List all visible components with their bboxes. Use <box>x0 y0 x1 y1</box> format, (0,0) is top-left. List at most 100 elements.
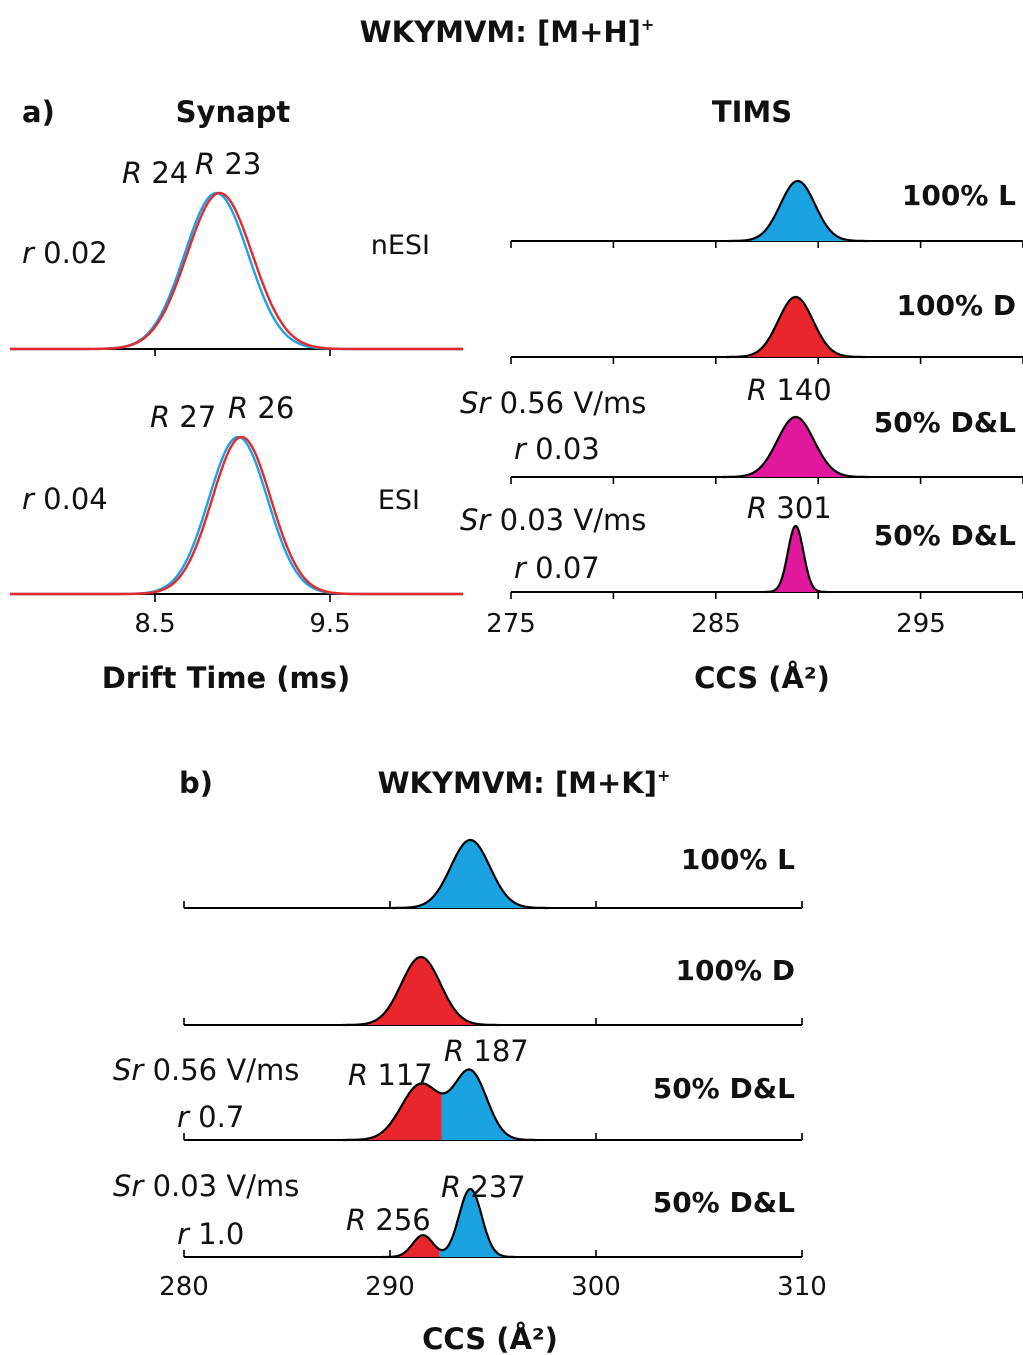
tims-a-row-label-2: 100% D <box>897 289 1017 322</box>
sr-symbol: Sr <box>113 1169 145 1203</box>
tims-a-row4-R-value: 301 <box>776 491 831 525</box>
tims-b-row4-R-left-value: 256 <box>375 1203 430 1237</box>
tims-a-row4-r-value: 0.07 <box>535 551 600 585</box>
tims-b-row-4-peak-fill-1 <box>381 1235 440 1257</box>
tims-b-row-label-3: 50% D&L <box>653 1072 795 1105</box>
sr-symbol: Sr <box>113 1053 145 1087</box>
tims-a-row-4-peak-outline <box>763 524 828 594</box>
synapt-title: Synapt <box>176 95 291 129</box>
synapt-esi-condition: ESI <box>378 485 420 516</box>
figure-a-title-text: WKYMVM: [M+H] <box>360 15 641 49</box>
synapt-x-axis-label: Drift Time (ms) <box>102 661 351 695</box>
synapt-nesi-r: r 0.02 <box>22 236 108 270</box>
tims-a-row-2-peak-outline <box>725 295 866 359</box>
synapt-nesi-R-l: R 24 <box>122 156 188 190</box>
figure-a-title: WKYMVM: [M+H]+ <box>360 15 655 49</box>
figure-b-title-sup: + <box>657 766 670 785</box>
r-symbol: r <box>514 432 528 466</box>
tims-b-row-3-peak-outline <box>342 1068 537 1142</box>
synapt-esi-r-value: 0.04 <box>43 482 108 516</box>
tims-a-xtick-label-2: 285 <box>691 609 741 639</box>
tims-a-row-2-peak-fill-1 <box>726 297 866 357</box>
tims-b-row3-R-left: R 117 <box>348 1058 433 1092</box>
tims-a-row-label-3: 50% D&L <box>874 406 1016 439</box>
tims-b-row4-R-right: R 237 <box>441 1170 526 1204</box>
tims-b-x-axis-label: CCS (Å²) <box>422 1322 558 1355</box>
R-symbol: R <box>441 1170 461 1204</box>
tims-b-row4-sr: Sr 0.03 V/ms <box>113 1169 299 1203</box>
tims-b-row4-r: r 1.0 <box>177 1217 244 1251</box>
tims-a-row-label-1: 100% L <box>902 179 1016 212</box>
tims-a-row3-sr: Sr 0.56 V/ms <box>460 386 646 420</box>
tims-b-row-1-peak-fill-1 <box>392 840 549 908</box>
synapt-nesi-R-l-value: 24 <box>151 156 188 190</box>
tims-b-row-1-peak-outline <box>391 838 549 910</box>
synapt-esi-r: r 0.04 <box>22 482 108 516</box>
R-symbol: R <box>348 1058 368 1092</box>
tims-a-row3-r-value: 0.03 <box>535 432 600 466</box>
R-symbol: R <box>444 1034 464 1068</box>
r-symbol: r <box>177 1100 191 1134</box>
tims-title: TIMS <box>712 95 792 129</box>
tims-a-row4-sr: Sr 0.03 V/ms <box>460 503 646 537</box>
tims-b-xtick-label-2: 290 <box>365 1272 415 1302</box>
r-symbol: r <box>22 482 36 516</box>
tims-a-row-3-peak-fill-1 <box>721 417 870 477</box>
tims-a-row3-R-value: 140 <box>776 373 831 407</box>
tims-b-row-4-peak-fill-2 <box>439 1189 516 1257</box>
tims-b-row4-R-right-value: 237 <box>470 1170 525 1204</box>
tims-b-row3-sr-value: 0.56 V/ms <box>153 1053 300 1087</box>
synapt-esi-plot <box>10 435 463 602</box>
R-symbol: R <box>346 1203 366 1237</box>
synapt-esi-R-d: R 26 <box>228 391 294 425</box>
synapt-xtick-label-1: 8.5 <box>134 609 175 639</box>
tims-b-row4-r-value: 1.0 <box>198 1217 244 1251</box>
tims-b-row3-r: r 0.7 <box>177 1100 244 1134</box>
tims-b-row3-R-left-value: 117 <box>377 1058 432 1092</box>
tims-b-row-label-1: 100% L <box>681 843 795 876</box>
synapt-esi-R-l: R 27 <box>150 400 216 434</box>
tims-b-row-4-peak-outline <box>381 1187 517 1259</box>
synapt-esi-trace-d <box>10 435 463 596</box>
tims-b-row-3-peak-fill-1 <box>342 1083 442 1140</box>
tims-a-xtick-label-3: 295 <box>896 609 946 639</box>
tims-b-xtick-label-1: 280 <box>159 1272 209 1302</box>
tims-b-row3-R-right-value: 187 <box>473 1034 528 1068</box>
synapt-nesi-r-value: 0.02 <box>43 236 108 270</box>
tims-a-row-1-peak-fill-1 <box>728 181 868 241</box>
synapt-nesi-trace-d <box>10 191 463 351</box>
tims-a-row-1-peak-outline <box>727 179 868 243</box>
R-symbol: R <box>150 400 170 434</box>
R-symbol: R <box>195 147 215 181</box>
r-symbol: r <box>177 1217 191 1251</box>
tims-a-row4-r: r 0.07 <box>514 551 600 585</box>
tims-b-row3-R-right: R 187 <box>444 1034 529 1068</box>
tims-a-row4-R: R 301 <box>747 491 832 525</box>
tims-a-row-3-peak-outline <box>721 415 870 479</box>
figure-b-title: WKYMVM: [M+K]+ <box>378 766 671 800</box>
sr-symbol: Sr <box>460 503 492 537</box>
tims-b-row-2-peak-outline <box>342 955 500 1027</box>
tims-b-row4-sr-value: 0.03 V/ms <box>153 1169 300 1203</box>
tims-b-row-label-2: 100% D <box>676 954 796 987</box>
tims-b-rows <box>183 838 803 1259</box>
tims-a-rows <box>510 179 1023 599</box>
tims-a-row3-R: R 140 <box>747 373 832 407</box>
tims-b-row-label-4: 50% D&L <box>653 1186 795 1219</box>
tims-b-xtick-label-3: 300 <box>571 1272 621 1302</box>
R-symbol: R <box>747 373 767 407</box>
synapt-nesi-R-d: R 23 <box>195 147 261 181</box>
tims-a-row-label-4: 50% D&L <box>874 519 1016 552</box>
tims-a-row4-sr-value: 0.03 V/ms <box>500 503 647 537</box>
tims-a-row3-sr-value: 0.56 V/ms <box>500 386 647 420</box>
r-symbol: r <box>22 236 36 270</box>
synapt-esi-R-d-value: 26 <box>257 391 294 425</box>
synapt-esi-R-l-value: 27 <box>179 400 216 434</box>
synapt-nesi-R-d-value: 23 <box>224 147 261 181</box>
tims-b-row3-r-value: 0.7 <box>198 1100 244 1134</box>
figure-b-title-text: WKYMVM: [M+K] <box>378 766 657 800</box>
R-symbol: R <box>122 156 142 190</box>
tims-b-row-2-peak-fill-1 <box>342 957 500 1025</box>
panel-b-label: b) <box>179 766 213 800</box>
